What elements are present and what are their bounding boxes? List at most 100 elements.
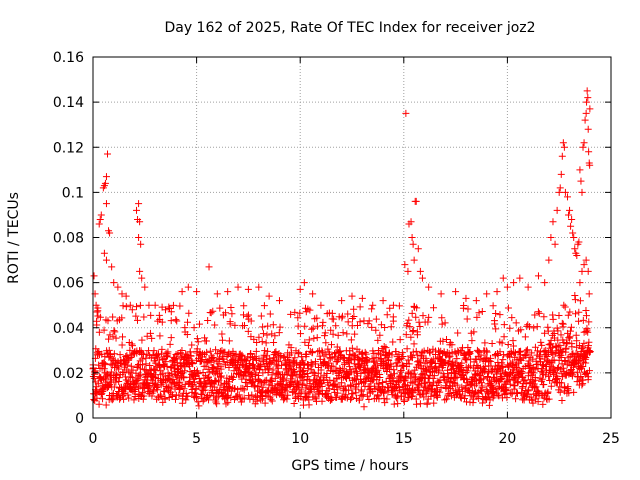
- data-point: [454, 329, 462, 337]
- data-point: [235, 391, 243, 399]
- data-point: [133, 316, 141, 324]
- data-points: [89, 87, 594, 411]
- data-point: [328, 309, 336, 317]
- data-point: [204, 317, 212, 325]
- data-point: [499, 362, 507, 370]
- data-point: [268, 330, 276, 338]
- data-point: [236, 363, 244, 371]
- data-point: [104, 317, 112, 325]
- data-point: [308, 325, 316, 333]
- data-point: [365, 395, 373, 403]
- data-point: [318, 382, 326, 390]
- data-point: [129, 366, 137, 374]
- data-point: [394, 356, 402, 364]
- data-point: [389, 338, 397, 346]
- data-point: [390, 370, 398, 378]
- data-point: [475, 348, 483, 356]
- data-point: [334, 331, 342, 339]
- data-point: [97, 211, 105, 219]
- data-point: [399, 352, 407, 360]
- data-point: [330, 315, 338, 323]
- data-point: [92, 301, 100, 309]
- data-point: [167, 364, 175, 372]
- data-point: [537, 338, 545, 346]
- data-point: [339, 353, 347, 361]
- data-point: [506, 380, 514, 388]
- data-point: [506, 324, 514, 332]
- data-point: [297, 386, 305, 394]
- data-point: [497, 374, 505, 382]
- data-point: [310, 334, 318, 342]
- data-point: [324, 345, 332, 353]
- data-point: [299, 367, 307, 375]
- data-point: [465, 348, 473, 356]
- data-point: [126, 301, 134, 309]
- data-point: [193, 288, 201, 296]
- data-point: [555, 188, 563, 196]
- data-point: [492, 325, 500, 333]
- data-point: [275, 329, 283, 337]
- data-point: [401, 376, 409, 384]
- data-point: [322, 374, 330, 382]
- data-point: [127, 384, 135, 392]
- data-point: [158, 345, 166, 353]
- data-point: [571, 296, 579, 304]
- data-point: [358, 387, 366, 395]
- data-point: [438, 314, 446, 322]
- data-point: [458, 359, 466, 367]
- data-point: [582, 109, 590, 117]
- data-point: [400, 397, 408, 405]
- data-point: [253, 339, 261, 347]
- data-point: [338, 297, 346, 305]
- data-point: [477, 351, 485, 359]
- data-point: [332, 322, 340, 330]
- data-point: [422, 354, 430, 362]
- data-point: [407, 333, 415, 341]
- data-point: [413, 351, 421, 359]
- data-point: [339, 329, 347, 337]
- data-point: [582, 328, 590, 336]
- data-point: [584, 125, 592, 133]
- data-point: [372, 354, 380, 362]
- data-point: [119, 302, 127, 310]
- data-point: [413, 331, 421, 339]
- data-point: [463, 375, 471, 383]
- data-point: [258, 338, 266, 346]
- data-point: [412, 347, 420, 355]
- data-point: [585, 318, 593, 326]
- y-tick-label: 0: [75, 411, 84, 427]
- data-point: [350, 313, 358, 321]
- data-point: [304, 341, 312, 349]
- data-point: [132, 303, 140, 311]
- data-point: [105, 335, 113, 343]
- data-point: [258, 387, 266, 395]
- data-point: [321, 329, 329, 337]
- data-point: [521, 377, 529, 385]
- data-point: [124, 391, 132, 399]
- data-point: [494, 391, 502, 399]
- data-point: [549, 311, 557, 319]
- data-point: [582, 312, 590, 320]
- data-point: [343, 330, 351, 338]
- data-point: [404, 381, 412, 389]
- data-point: [394, 400, 402, 408]
- data-point: [247, 350, 255, 358]
- data-point: [488, 340, 496, 348]
- data-point: [102, 173, 110, 181]
- data-point: [137, 240, 145, 248]
- data-point: [227, 303, 235, 311]
- data-point: [333, 343, 341, 351]
- data-point: [130, 396, 138, 404]
- data-point: [119, 333, 127, 341]
- data-point: [222, 393, 230, 401]
- data-point: [567, 222, 575, 230]
- data-point: [553, 365, 561, 373]
- data-point: [109, 313, 117, 321]
- data-point: [100, 326, 108, 334]
- data-point: [158, 318, 166, 326]
- data-point: [271, 332, 279, 340]
- data-point: [194, 338, 202, 346]
- data-point: [563, 339, 571, 347]
- data-point: [202, 337, 210, 345]
- data-point: [207, 358, 215, 366]
